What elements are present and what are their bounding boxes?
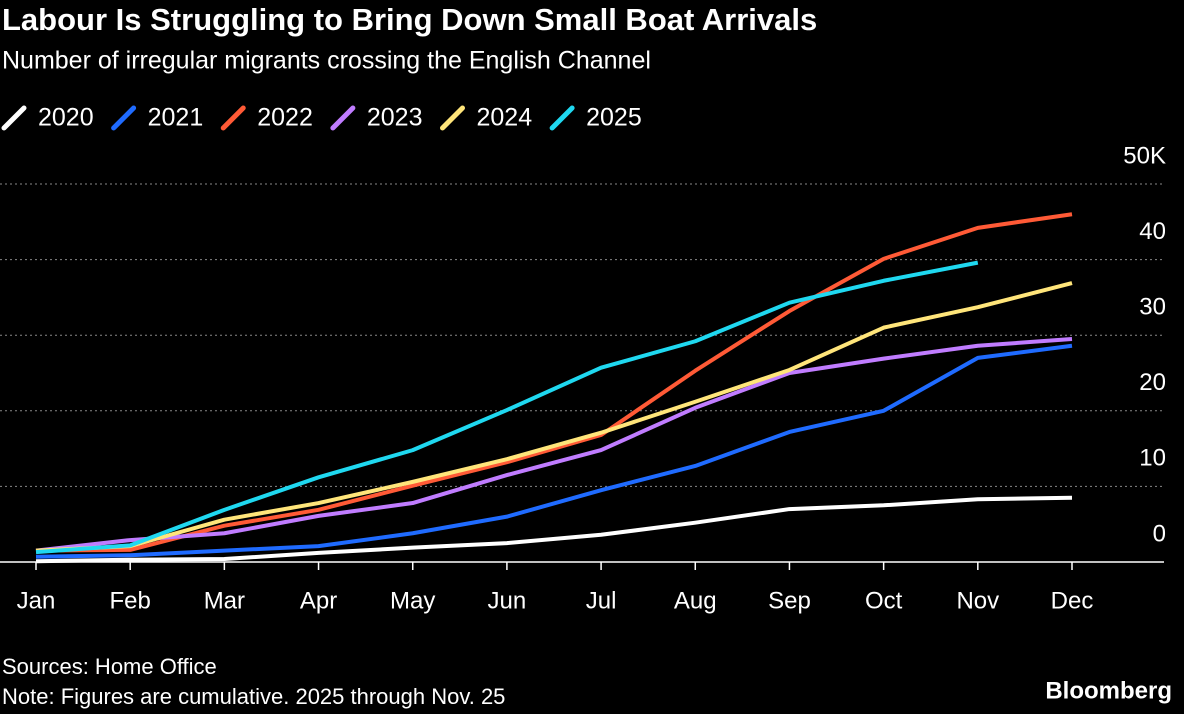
series-line	[35, 343, 1073, 559]
y-tick-label: 20	[1139, 369, 1166, 396]
x-tick-label: Apr	[300, 587, 337, 614]
chart-title: Labour Is Struggling to Bring Down Small…	[2, 2, 817, 37]
x-tick-label: Jun	[488, 587, 527, 614]
source: Sources: Home Office	[2, 654, 217, 679]
series-line	[35, 281, 1073, 553]
legend-swatch	[1, 105, 27, 131]
y-tick-label: 0	[1153, 520, 1166, 547]
legend-label: 2021	[148, 104, 204, 132]
x-tick-label: Oct	[865, 587, 903, 614]
brand: Bloomberg	[1045, 677, 1172, 704]
x-tick-label: Aug	[674, 587, 717, 614]
legend-label: 2023	[367, 104, 423, 132]
x-tick-label: Feb	[110, 587, 151, 614]
y-tick-label: 50K	[1123, 142, 1166, 169]
series-line	[35, 260, 979, 555]
legend-swatch	[549, 105, 575, 131]
x-tick-label: Nov	[956, 587, 999, 614]
y-tick-label: 30	[1139, 294, 1166, 321]
legend-label: 2024	[477, 104, 533, 132]
x-tick-label: Mar	[204, 587, 245, 614]
legend-label: 2022	[257, 104, 313, 132]
y-tick-label: 10	[1139, 445, 1166, 472]
series-line	[35, 336, 1073, 553]
legend-label: 2025	[586, 104, 642, 132]
note: Note: Figures are cumulative. 2025 throu…	[2, 684, 505, 709]
y-tick-label: 40	[1139, 218, 1166, 245]
legend-swatch	[330, 105, 356, 131]
legend-swatch	[220, 105, 246, 131]
legend-swatch	[111, 105, 137, 131]
x-tick-label: Jan	[17, 587, 56, 614]
legend-label: 2020	[38, 104, 94, 132]
legend-swatch	[440, 105, 465, 131]
series-line	[35, 495, 1073, 564]
x-tick-label: Sep	[768, 587, 811, 614]
chart-subtitle: Number of irregular migrants crossing th…	[2, 47, 651, 75]
series-line	[35, 212, 1073, 553]
x-tick-label: Jul	[586, 587, 617, 614]
x-tick-label: May	[390, 587, 435, 614]
x-tick-label: Dec	[1051, 587, 1094, 614]
